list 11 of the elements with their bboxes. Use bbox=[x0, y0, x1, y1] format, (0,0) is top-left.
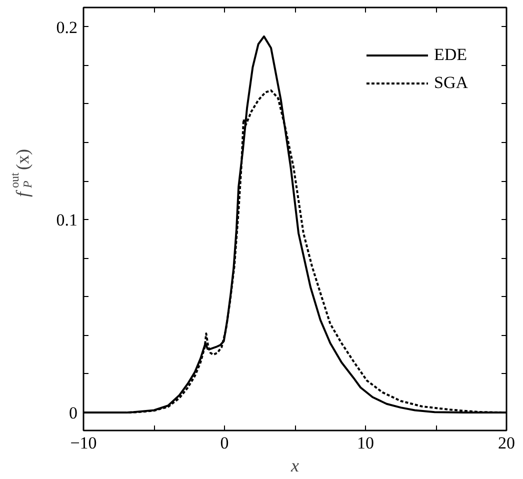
legend-label: SGA bbox=[434, 73, 468, 93]
y-tick-label: 0.2 bbox=[56, 18, 78, 37]
y-tick-label: 0.1 bbox=[56, 210, 78, 230]
legend-label: EDE bbox=[434, 45, 468, 65]
y-axis-title: fPout(x) bbox=[8, 149, 34, 197]
y-tick-label: 0 bbox=[69, 404, 78, 423]
x-tick-label: 20 bbox=[498, 434, 515, 452]
x-tick-label: 0 bbox=[220, 434, 229, 452]
x-axis-title: x bbox=[290, 456, 300, 476]
x-tick-label: −10 bbox=[70, 434, 97, 452]
x-tick-label: 10 bbox=[357, 434, 374, 452]
